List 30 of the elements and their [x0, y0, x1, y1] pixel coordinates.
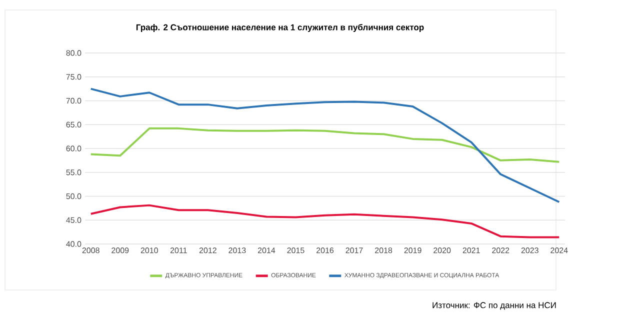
- x-tick-label: 2024: [550, 248, 568, 254]
- y-tick-label: 70.0: [66, 98, 82, 104]
- line-series: [90, 127, 560, 163]
- y-tick-label: 45.0: [66, 217, 82, 223]
- x-tick-label: 2015: [287, 248, 304, 254]
- x-tick-label: 2008: [82, 248, 100, 254]
- x-tick-label: 2023: [521, 248, 538, 254]
- x-tick-label: 2019: [404, 248, 422, 254]
- x-tick-label: 2020: [434, 248, 451, 254]
- y-tick-label: 60.0: [66, 146, 82, 152]
- line-series: [90, 88, 560, 203]
- y-tick-label: 40.0: [66, 241, 82, 247]
- x-tick-label: 2013: [228, 248, 246, 254]
- x-tick-label: 2022: [492, 248, 510, 254]
- text: Източник: ФС по данни на НСИ: [432, 302, 556, 310]
- x-tick-label: 2018: [375, 248, 392, 254]
- y-tick-label: 55.0: [66, 170, 82, 176]
- x-tick-label: 2016: [316, 248, 334, 254]
- x-tick-label: 2021: [462, 248, 480, 254]
- chart-title: Граф. 2 Съотношение население на 1 служител в публичния сектор: [136, 24, 424, 32]
- y-tick-label: 65.0: [66, 122, 82, 128]
- y-tick-label: 80.0: [66, 50, 82, 56]
- x-tick-label: 2010: [140, 248, 158, 254]
- x-tick-label: 2012: [199, 248, 216, 254]
- x-tick-label: 2017: [346, 248, 363, 254]
- x-tick-label: 2014: [258, 248, 276, 254]
- y-tick-label: 75.0: [66, 74, 82, 80]
- x-tick-label: 2011: [170, 248, 187, 254]
- x-tick-label: 2009: [112, 248, 129, 254]
- y-tick-label: 50.0: [66, 193, 82, 200]
